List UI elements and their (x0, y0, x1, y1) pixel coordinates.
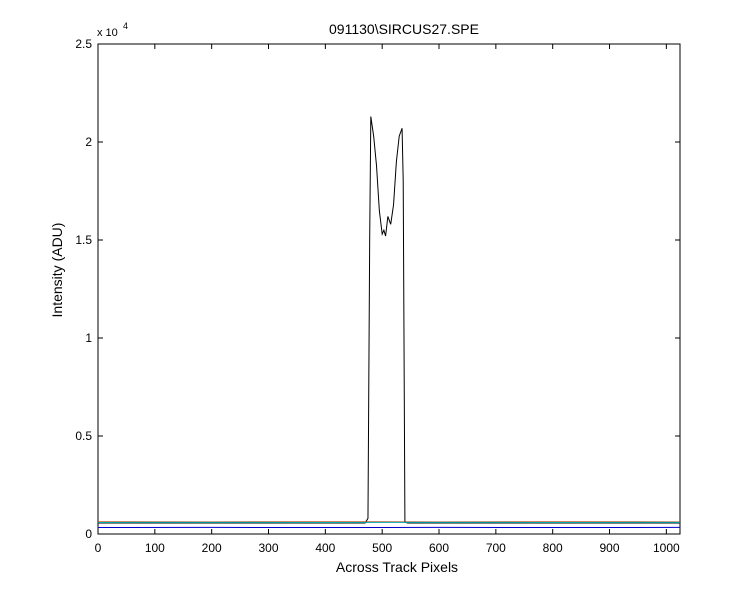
y-tick-label: 1.5 (75, 233, 92, 247)
y-tick-label: 0.5 (75, 429, 92, 443)
y-tick-label: 2.5 (75, 37, 92, 51)
y-tick-label: 1 (85, 331, 92, 345)
x-tick-label: 700 (486, 541, 506, 555)
axes-box (97, 43, 681, 535)
y-axis-label: Intensity (ADU) (49, 223, 65, 318)
x-tick-label: 500 (372, 541, 392, 555)
y-multiplier-exponent: 4 (123, 21, 128, 31)
x-tick-label: 900 (600, 541, 620, 555)
x-axis-ticks: 0 100 200 300 400 500 600 700 800 900 1000 (95, 44, 680, 555)
series-layer (97, 116, 681, 529)
chart-title: 091130\SIRCUS27.SPE (329, 21, 479, 37)
x-tick-label: 1000 (653, 541, 680, 555)
plot-area: 0 100 200 300 400 500 600 700 800 900 1000 0 0.5 1 1.… (75, 37, 681, 555)
x-tick-label: 800 (543, 541, 563, 555)
y-axis-multiplier: x 10 4 (97, 21, 128, 39)
x-tick-label: 300 (258, 541, 278, 555)
y-tick-label: 2 (85, 135, 92, 149)
x-tick-label: 200 (202, 541, 222, 555)
series-line-1 (98, 116, 680, 524)
y-axis-ticks: 0 0.5 1 1.5 2 2.5 (75, 37, 680, 541)
x-tick-label: 600 (429, 541, 449, 555)
y-tick-label: 0 (85, 527, 92, 541)
x-tick-label: 400 (315, 541, 335, 555)
x-tick-label: 0 (95, 541, 102, 555)
x-axis-label: Across Track Pixels (336, 559, 458, 575)
y-multiplier-text: x 10 (97, 27, 118, 39)
x-tick-label: 100 (145, 541, 165, 555)
